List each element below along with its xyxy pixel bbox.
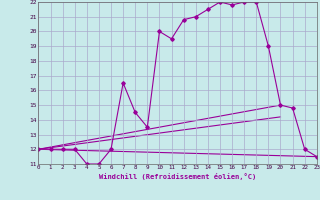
X-axis label: Windchill (Refroidissement éolien,°C): Windchill (Refroidissement éolien,°C)	[99, 173, 256, 180]
